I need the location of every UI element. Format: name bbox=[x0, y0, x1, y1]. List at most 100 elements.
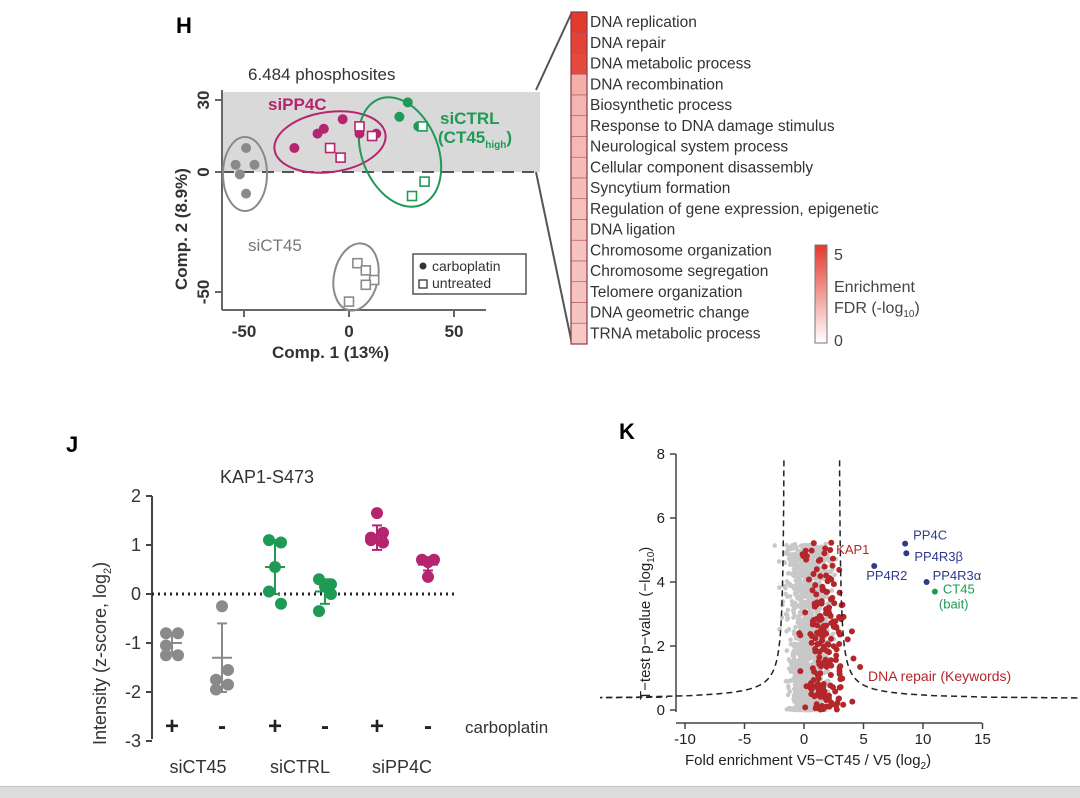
volcano-dna-repair-point bbox=[820, 705, 827, 712]
volcano-point bbox=[828, 569, 833, 575]
volcano-dna-repair-point bbox=[837, 684, 844, 691]
go-term-label: DNA replication bbox=[590, 14, 697, 31]
colorbar-title-line1: Enrichment bbox=[834, 279, 915, 296]
bottom-scroll-bar[interactable] bbox=[0, 786, 1080, 798]
volcano-point bbox=[804, 663, 810, 668]
panel-j-figure: J KAP1-S473 2 1 0 -1 -2 -3 + - + - + - carboplatin… bbox=[66, 432, 548, 777]
volcano-point bbox=[788, 705, 794, 711]
heatmap-cell bbox=[570, 198, 588, 220]
go-term-label: DNA geometric change bbox=[590, 305, 749, 322]
volcano-dna-repair-point bbox=[836, 641, 843, 648]
volcano-point bbox=[793, 544, 799, 550]
volcano-dna-repair-point bbox=[825, 695, 832, 702]
kap1-ticks: 2 1 0 -1 -2 -3 bbox=[125, 486, 152, 751]
volcano-dna-repair-point bbox=[805, 576, 812, 583]
heatmap-cell bbox=[570, 156, 588, 179]
kap1-point bbox=[222, 678, 234, 691]
group-label-sictrl: siCTRL bbox=[440, 109, 500, 128]
volcano-dna-repair-point bbox=[810, 571, 817, 578]
volcano-point bbox=[795, 642, 800, 647]
volcano-point bbox=[792, 573, 798, 578]
volcano-point bbox=[786, 544, 791, 550]
connector-line-bottom bbox=[535, 171, 573, 345]
kap1-point bbox=[275, 536, 287, 549]
pca-title: 6.484 phosphosites bbox=[248, 65, 395, 84]
kap1-point bbox=[422, 570, 434, 583]
volcano-dna-repair-point bbox=[813, 703, 820, 710]
volcano-annotation: DNA repair (Keywords) bbox=[868, 668, 1011, 684]
volcano-dna-repair-point bbox=[800, 552, 807, 559]
pca-point-carboplatin bbox=[234, 169, 245, 180]
volcano-dna-repair-point bbox=[832, 657, 839, 664]
group-label-sict45: siCT45 bbox=[248, 236, 302, 255]
pca-point-carboplatin bbox=[249, 159, 260, 170]
go-term-label: Response to DNA damage stimulus bbox=[590, 118, 835, 135]
volcano-dna-repair-point bbox=[826, 703, 833, 710]
pca-y-label: Comp. 2 (8.9%) bbox=[172, 168, 191, 290]
volcano-dna-repair-point bbox=[821, 550, 828, 557]
label-pp4r3b: PP4R3β bbox=[914, 549, 963, 564]
heatmap-cell bbox=[570, 239, 588, 262]
pca-point-untreated bbox=[419, 176, 430, 187]
colorbar-max-label: 5 bbox=[834, 247, 843, 264]
volcano-labeled-point bbox=[827, 547, 834, 553]
volcano-dna-repair-point bbox=[808, 680, 815, 687]
volcano-labeled-point bbox=[903, 550, 910, 557]
volcano-point bbox=[785, 571, 791, 576]
volcano-point bbox=[795, 603, 800, 609]
volcano-point bbox=[832, 572, 837, 578]
ellipse-sipp4c bbox=[273, 110, 387, 174]
volcano-point bbox=[788, 659, 793, 664]
label-pp4c: PP4C bbox=[913, 528, 947, 543]
volcano-x-label: Fold enrichment V5−CT45 / V5 (log2) bbox=[685, 752, 931, 772]
label-pp4r2: PP4R2 bbox=[866, 568, 907, 583]
volcano-dna-repair-point bbox=[813, 591, 820, 598]
volcano-point bbox=[787, 594, 793, 599]
volcano-point bbox=[824, 616, 829, 622]
pca-y-tick-label: -50 bbox=[194, 280, 213, 305]
volcano-point bbox=[804, 659, 809, 664]
pca-point-carboplatin bbox=[230, 159, 241, 170]
volcano-dna-repair-point bbox=[815, 680, 822, 687]
volcano-point bbox=[795, 595, 801, 601]
volcano-point bbox=[794, 685, 799, 691]
volcano-point bbox=[777, 585, 782, 590]
pca-y-tick-label: 0 bbox=[194, 167, 213, 176]
kap1-point bbox=[172, 649, 184, 662]
kap1-point bbox=[371, 507, 383, 520]
volcano-dna-repair-point bbox=[812, 582, 819, 589]
kap1-carboplatin-sign: + bbox=[165, 713, 179, 740]
volcano-point bbox=[791, 586, 797, 592]
go-term-label: Neurological system process bbox=[590, 139, 788, 156]
volcano-y-tick-label: 4 bbox=[657, 574, 665, 591]
panel-k-figure: K -10 -5 0 5 10 15 0 2 4 6 8 KAP1 PP4C PP4R3β PP4R2 PP… bbox=[600, 419, 1080, 772]
kap1-y-tick-label: 2 bbox=[131, 486, 141, 506]
volcano-point bbox=[799, 658, 805, 663]
go-term-label: Chromosome organization bbox=[590, 242, 772, 259]
volcano-dna-repair-point bbox=[803, 683, 810, 690]
volcano-dna-repair-point bbox=[830, 618, 837, 625]
volcano-point bbox=[785, 692, 791, 698]
volcano-y-label: T−test p−value (−log10) bbox=[637, 547, 657, 700]
volcano-dna-repair-point bbox=[807, 631, 814, 638]
volcano-point bbox=[806, 599, 811, 605]
kap1-carboplatin-sign: + bbox=[370, 713, 384, 740]
volcano-dna-repair-point bbox=[849, 698, 856, 705]
kap1-y-label: Intensity (z-score, log2) bbox=[90, 562, 114, 745]
kap1-group-label: siPP4C bbox=[372, 757, 432, 777]
volcano-point bbox=[804, 615, 809, 621]
pca-y-tick-label: 30 bbox=[194, 91, 213, 110]
volcano-dna-repair-points bbox=[796, 539, 864, 713]
volcano-point bbox=[794, 582, 800, 587]
heatmap-cell bbox=[570, 219, 588, 241]
volcano-dna-repair-point bbox=[835, 695, 842, 702]
panel-k-letter: K bbox=[619, 419, 635, 444]
heatmap-cell bbox=[570, 322, 588, 345]
pca-point-carboplatin bbox=[318, 123, 329, 134]
volcano-dna-repair-point bbox=[833, 652, 840, 659]
volcano-point bbox=[787, 562, 793, 567]
pca-point-carboplatin bbox=[402, 97, 413, 108]
volcano-dna-repair-point bbox=[827, 682, 834, 689]
volcano-point bbox=[790, 608, 796, 613]
volcano-dna-repair-point bbox=[818, 600, 825, 607]
